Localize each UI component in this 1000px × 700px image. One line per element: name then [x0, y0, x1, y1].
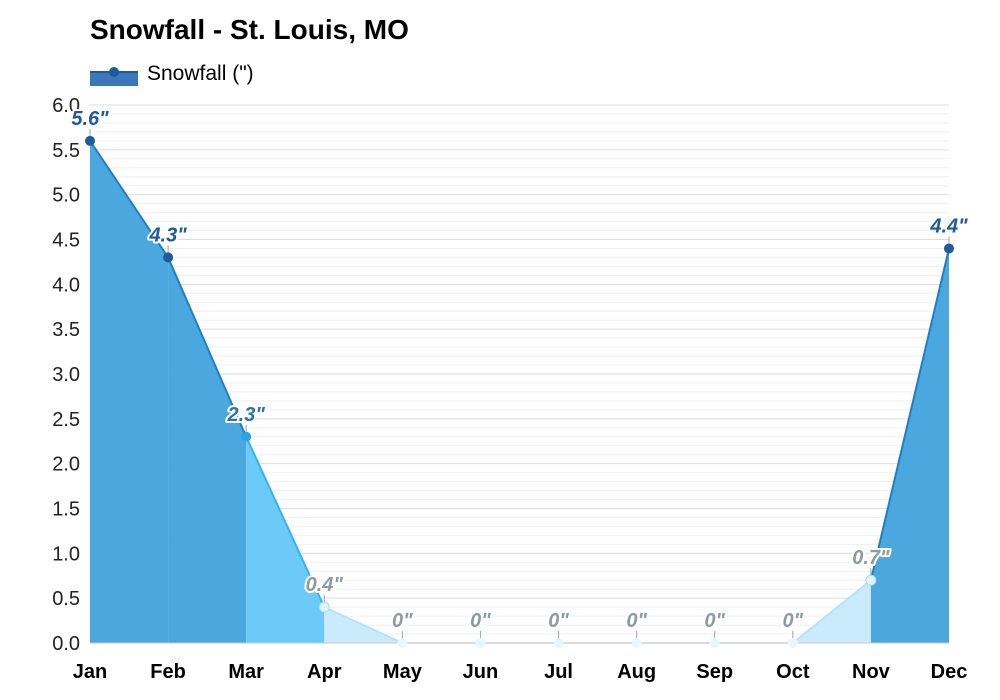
x-tick-label: Sep — [696, 661, 733, 683]
chart-title: Snowfall - St. Louis, MO — [90, 14, 409, 45]
y-tick-label: 5.0 — [52, 185, 80, 207]
x-tick-label: Jan — [73, 661, 107, 683]
x-tick-label: Apr — [307, 661, 342, 683]
y-tick-label: 1.0 — [52, 543, 80, 565]
x-tick-label: Mar — [228, 661, 264, 683]
data-point — [85, 135, 95, 146]
data-label: 0.4" — [306, 574, 344, 596]
series-line-segment — [89, 140, 169, 258]
data-label: 5.6" — [71, 108, 109, 130]
data-label: 0" — [470, 610, 491, 632]
data-label: 4.4" — [929, 215, 968, 237]
series-line-segment — [869, 248, 950, 581]
x-tick-label: Nov — [852, 661, 891, 683]
series-line-segment — [167, 257, 248, 438]
x-tick-label: Dec — [931, 661, 968, 683]
data-label: 0.7" — [852, 547, 890, 569]
series-line-segment — [792, 579, 872, 644]
y-tick-label: 6.0 — [52, 95, 80, 117]
x-tick-label: Oct — [776, 661, 810, 683]
data-label: 0" — [626, 610, 647, 632]
legend-swatch-icon — [90, 62, 138, 86]
data-label: 2.3" — [227, 404, 266, 426]
data-point — [241, 431, 252, 442]
series-line-segment — [323, 606, 403, 644]
x-tick-label: May — [383, 661, 423, 683]
x-tick-label: Jun — [463, 661, 499, 683]
area-segment — [870, 248, 949, 643]
y-tick-label: 2.0 — [52, 454, 80, 476]
y-tick-label: 4.0 — [52, 274, 80, 296]
area-segment — [246, 436, 325, 643]
data-point — [163, 252, 174, 263]
y-tick-label: 1.5 — [52, 499, 80, 521]
y-tick-label: 0.0 — [52, 633, 80, 655]
data-point — [944, 243, 954, 254]
y-tick-label: 3.0 — [52, 364, 80, 386]
legend-label: Snowfall (") — [147, 62, 254, 85]
data-label: 0" — [704, 610, 725, 632]
data-point — [631, 638, 642, 648]
data-point — [318, 601, 330, 613]
data-point — [709, 638, 720, 648]
x-tick-label: Feb — [150, 661, 186, 683]
area-segment — [90, 140, 169, 643]
y-tick-label: 4.5 — [52, 230, 80, 252]
data-label: 4.3" — [148, 224, 187, 246]
y-tick-label: 3.5 — [52, 319, 80, 341]
data-label: 0" — [783, 610, 804, 632]
data-point — [553, 638, 564, 648]
data-point — [397, 638, 408, 648]
y-tick-label: 0.5 — [52, 588, 80, 610]
area-segment — [168, 257, 247, 643]
legend[interactable]: Snowfall (") — [90, 62, 254, 86]
y-tick-label: 5.5 — [52, 140, 80, 162]
data-point — [475, 638, 486, 648]
data-point — [865, 574, 877, 586]
series-line-segment — [245, 436, 326, 608]
x-tick-label: Aug — [617, 661, 656, 683]
data-point — [787, 638, 798, 648]
x-tick-label: Jul — [544, 661, 573, 683]
y-tick-label: 2.5 — [52, 409, 80, 431]
data-label: 0" — [392, 610, 413, 632]
data-label: 0" — [548, 610, 569, 632]
